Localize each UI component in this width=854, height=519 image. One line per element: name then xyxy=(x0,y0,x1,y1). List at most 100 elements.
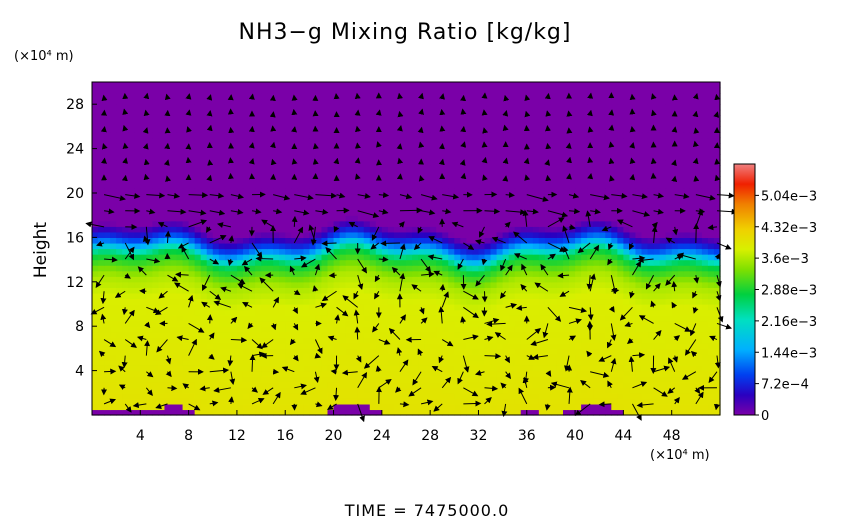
field-cell xyxy=(393,281,401,288)
field-cell xyxy=(255,353,262,361)
field-cell xyxy=(92,176,99,183)
field-cell xyxy=(550,265,558,272)
field-cell xyxy=(472,276,480,283)
field-cell xyxy=(182,226,190,233)
field-cell xyxy=(677,365,685,372)
field-cell xyxy=(611,165,618,172)
field-cell xyxy=(514,170,522,177)
field-cell xyxy=(599,154,606,161)
field-cell xyxy=(92,403,99,411)
field-cell xyxy=(200,170,208,177)
field-cell xyxy=(122,315,129,322)
field-cell xyxy=(677,281,685,288)
field-cell xyxy=(587,259,594,266)
field-cell xyxy=(152,176,160,183)
field-cell xyxy=(593,292,600,300)
field-cell xyxy=(116,403,123,411)
field-cell xyxy=(134,170,141,177)
field-cell xyxy=(641,204,649,211)
field-cell xyxy=(605,220,612,227)
field-cell xyxy=(683,409,691,416)
field-cell xyxy=(393,298,401,305)
field-cell xyxy=(327,231,335,238)
field-cell xyxy=(261,359,268,366)
field-cell xyxy=(599,320,606,327)
field-cell xyxy=(194,320,202,327)
field-cell xyxy=(357,181,365,189)
field-cell xyxy=(104,376,111,383)
field-cell xyxy=(550,409,558,416)
field-cell xyxy=(110,276,117,283)
field-cell xyxy=(713,337,721,344)
field-cell xyxy=(134,220,141,227)
field-cell xyxy=(454,159,461,166)
field-cell xyxy=(436,376,443,383)
field-cell xyxy=(472,176,480,183)
field-cell xyxy=(170,359,178,366)
field-cell xyxy=(448,265,455,272)
field-cell xyxy=(375,231,383,238)
field-cell xyxy=(249,176,256,183)
field-cell xyxy=(230,220,238,227)
field-cell xyxy=(369,359,377,366)
field-cell xyxy=(285,148,292,155)
field-cell xyxy=(158,242,166,250)
field-cell xyxy=(617,309,624,316)
field-cell xyxy=(339,292,347,300)
field-cell xyxy=(255,198,262,205)
field-cell xyxy=(128,231,135,238)
field-cell xyxy=(152,337,160,344)
field-cell xyxy=(158,154,166,161)
field-cell xyxy=(182,231,190,238)
field-cell xyxy=(490,198,498,205)
field-cell xyxy=(98,326,105,333)
field-cell xyxy=(406,381,413,388)
field-cell xyxy=(128,281,135,288)
field-cell xyxy=(641,242,649,250)
field-cell xyxy=(671,403,679,411)
field-cell xyxy=(261,287,268,294)
field-cell xyxy=(659,226,667,233)
field-cell xyxy=(502,270,510,277)
field-cell xyxy=(520,403,528,411)
field-cell xyxy=(279,342,286,349)
field-cell xyxy=(478,204,486,211)
field-cell xyxy=(206,304,214,311)
field-cell xyxy=(707,248,715,255)
field-cell xyxy=(387,220,395,227)
field-cell xyxy=(98,320,105,327)
field-cell xyxy=(212,331,220,338)
field-cell xyxy=(689,365,697,372)
field-cell xyxy=(406,304,413,311)
field-cell xyxy=(605,359,612,366)
field-cell xyxy=(104,326,111,333)
field-cell xyxy=(496,204,504,211)
field-cell xyxy=(242,398,250,405)
field-cell xyxy=(490,220,498,227)
field-cell xyxy=(333,265,341,272)
field-cell xyxy=(659,176,667,183)
field-cell xyxy=(230,298,238,305)
field-cell xyxy=(454,165,461,172)
field-cell xyxy=(442,337,449,344)
field-cell xyxy=(436,265,443,272)
field-cell xyxy=(351,381,359,388)
field-cell xyxy=(333,181,341,189)
field-cell xyxy=(98,254,105,261)
field-cell xyxy=(194,348,202,355)
field-cell xyxy=(448,337,455,344)
field-cell xyxy=(442,270,449,277)
field-cell xyxy=(520,242,528,250)
field-cell xyxy=(236,320,244,327)
field-cell xyxy=(611,176,618,183)
field-cell xyxy=(303,337,310,344)
field-cell xyxy=(297,353,304,361)
field-cell xyxy=(158,309,166,316)
field-cell xyxy=(430,287,437,294)
field-cell xyxy=(418,370,425,377)
field-cell xyxy=(556,259,564,266)
field-cell xyxy=(508,292,516,300)
field-cell xyxy=(436,309,443,316)
field-cell xyxy=(218,376,226,383)
field-cell xyxy=(104,193,111,200)
